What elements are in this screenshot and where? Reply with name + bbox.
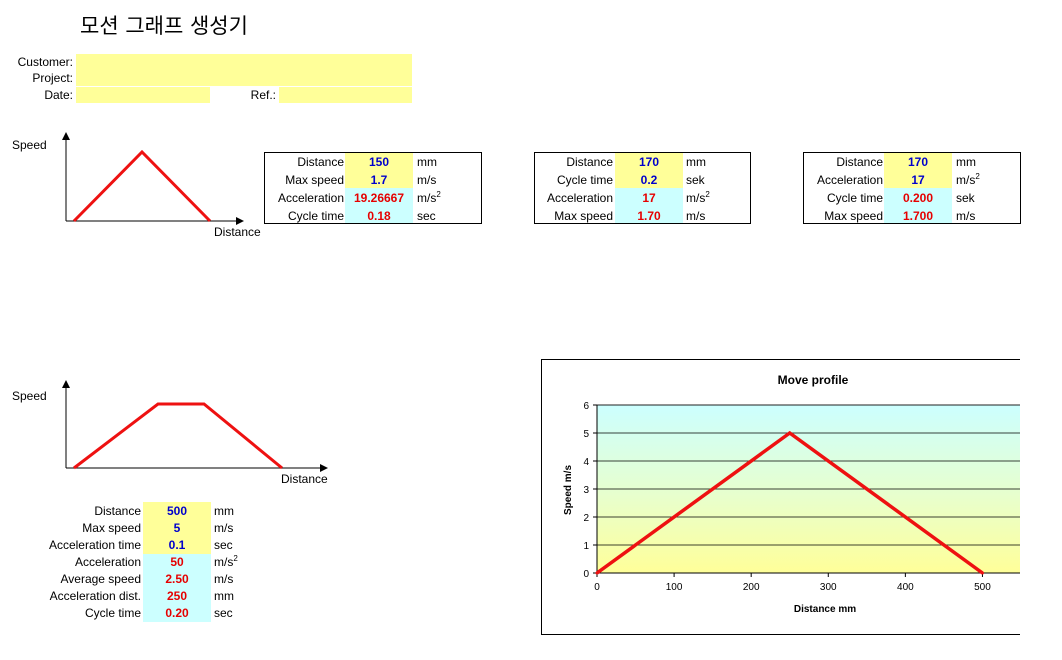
calc-label: Average speed xyxy=(60,572,141,586)
series-point xyxy=(980,571,984,575)
chart-xlabel: Distance mm xyxy=(794,604,856,615)
series-point xyxy=(595,571,599,575)
ref-label: Ref.: xyxy=(250,88,276,102)
trapezoid-profile-diagram: Speed Distance xyxy=(12,380,328,486)
calc-unit: sec xyxy=(214,538,233,552)
y-tick-label: 6 xyxy=(583,401,589,412)
calc-label: Cycle time xyxy=(287,209,344,223)
calc-label: Distance xyxy=(566,155,613,169)
calc-unit: sek xyxy=(686,173,705,187)
calc-unit: mm xyxy=(417,155,437,169)
calc-result-value: 250 xyxy=(166,589,188,603)
calc-label: Distance xyxy=(94,504,141,518)
diagram1-xlabel: Distance xyxy=(214,225,261,239)
calc-label: Acceleration xyxy=(74,555,141,569)
ref-input[interactable] xyxy=(279,87,412,103)
calc-unit: m/s xyxy=(956,209,976,223)
calc-result-value: 0.200 xyxy=(902,191,934,205)
calc-input-value[interactable]: 0.1 xyxy=(168,538,186,552)
diagram2-ylabel: Speed xyxy=(12,389,47,403)
y-tick-label: 2 xyxy=(583,513,589,524)
customer-label: Customer: xyxy=(17,55,73,69)
calc-label: Distance xyxy=(297,155,344,169)
calc-unit: sec xyxy=(417,209,436,223)
chart-ylabel: Speed m/s xyxy=(563,465,574,515)
calc-unit: mm xyxy=(214,589,234,603)
page-title: 모션 그래프 생성기 xyxy=(80,14,248,38)
calc-label: Max speed xyxy=(82,521,141,535)
calc-label: Cycle time xyxy=(84,606,141,620)
calc-table-trapezoid: Distance 500 mm Max speed 5 m/s Acceleration t… xyxy=(0,502,260,622)
move-profile-chart-svg: Move profile 0 1 2 3 4 5 6 0 100 200 300 400 500 Dis… xyxy=(563,373,1022,615)
calc-input-value[interactable]: 170 xyxy=(638,155,660,169)
project-label: Project: xyxy=(32,71,73,85)
chart-title: Move profile xyxy=(778,373,849,387)
y-tick-label: 5 xyxy=(583,429,589,440)
calc-input-value[interactable]: 1.7 xyxy=(370,173,388,187)
date-input[interactable] xyxy=(76,87,210,103)
series-point xyxy=(788,431,792,435)
calc-unit: m/s2 xyxy=(956,172,980,188)
calc-label: Acceleration dist. xyxy=(49,589,141,603)
y-tick-label: 0 xyxy=(583,569,589,580)
triangle-profile-diagram: Speed Distance xyxy=(12,132,261,239)
calc-table-cycle-time: Distance 170 mm Cycle time 0.2 sek Acceleratio… xyxy=(534,152,751,224)
calc-label: Cycle time xyxy=(556,173,613,187)
x-tick-label: 500 xyxy=(974,582,991,593)
move-profile-chart: Move profile 0 1 2 3 4 5 6 0 100 200 300 400 500 Dis… xyxy=(541,359,1022,635)
calc-unit: m/s2 xyxy=(686,190,710,206)
calc-input-value[interactable]: 500 xyxy=(166,504,188,518)
calc-unit: mm xyxy=(956,155,976,169)
calc-label: Max speed xyxy=(824,209,883,223)
calc-label: Max speed xyxy=(554,209,613,223)
x-tick-label: 0 xyxy=(594,582,600,593)
diagram1-ylabel: Speed xyxy=(12,138,47,152)
calc-unit: m/s xyxy=(686,209,706,223)
calc-result-value: 17 xyxy=(642,191,656,205)
calc-label: Acceleration time xyxy=(48,538,141,552)
calc-input-value[interactable]: 5 xyxy=(173,521,181,535)
calc-unit: sek xyxy=(956,191,975,205)
calc-result-value: 0.20 xyxy=(165,606,189,620)
calc-label: Acceleration xyxy=(546,191,613,205)
date-label: Date: xyxy=(44,88,73,102)
calc-input-value[interactable]: 17 xyxy=(911,173,925,187)
calc-result-value: 1.700 xyxy=(902,209,934,223)
calc-label: Acceleration xyxy=(816,173,883,187)
calc-label: Acceleration xyxy=(277,191,344,205)
y-tick-label: 1 xyxy=(583,541,589,552)
calc-table-acceleration: Distance 170 mm Acceleration 17 m/s2 Cycle tim… xyxy=(803,152,1021,224)
calc-result-value: 2.50 xyxy=(165,572,189,586)
calc-unit: mm xyxy=(686,155,706,169)
x-tick-label: 100 xyxy=(666,582,683,593)
calc-unit: m/s xyxy=(417,173,437,187)
y-tick-label: 4 xyxy=(583,457,589,468)
x-tick-label: 400 xyxy=(897,582,914,593)
calc-unit: mm xyxy=(214,504,234,518)
calc-input-value[interactable]: 170 xyxy=(907,155,929,169)
calc-label: Cycle time xyxy=(826,191,883,205)
calc-label: Distance xyxy=(836,155,883,169)
calc-unit: m/s2 xyxy=(417,190,441,206)
calc-unit: sec xyxy=(214,606,233,620)
calc-result-value: 1.70 xyxy=(637,209,661,223)
calc-result-value: 50 xyxy=(170,555,184,569)
calc-unit: m/s2 xyxy=(214,554,238,570)
calc-label: Max speed xyxy=(285,173,344,187)
calc-result-value: 0.18 xyxy=(367,209,391,223)
calc-input-value[interactable]: 150 xyxy=(368,155,390,169)
calc-unit: m/s xyxy=(214,572,234,586)
calc-table-max-speed: Distance 150 mm Max speed 1.7 m/s Acceleration… xyxy=(264,152,482,224)
x-tick-label: 200 xyxy=(743,582,760,593)
diagram2-xlabel: Distance xyxy=(281,472,328,486)
y-tick-label: 3 xyxy=(583,485,589,496)
customer-project-input[interactable] xyxy=(76,54,412,86)
x-tick-label: 300 xyxy=(820,582,837,593)
calc-input-value[interactable]: 0.2 xyxy=(640,173,658,187)
calc-unit: m/s xyxy=(214,521,234,535)
calc-result-value: 19.26667 xyxy=(353,191,405,205)
